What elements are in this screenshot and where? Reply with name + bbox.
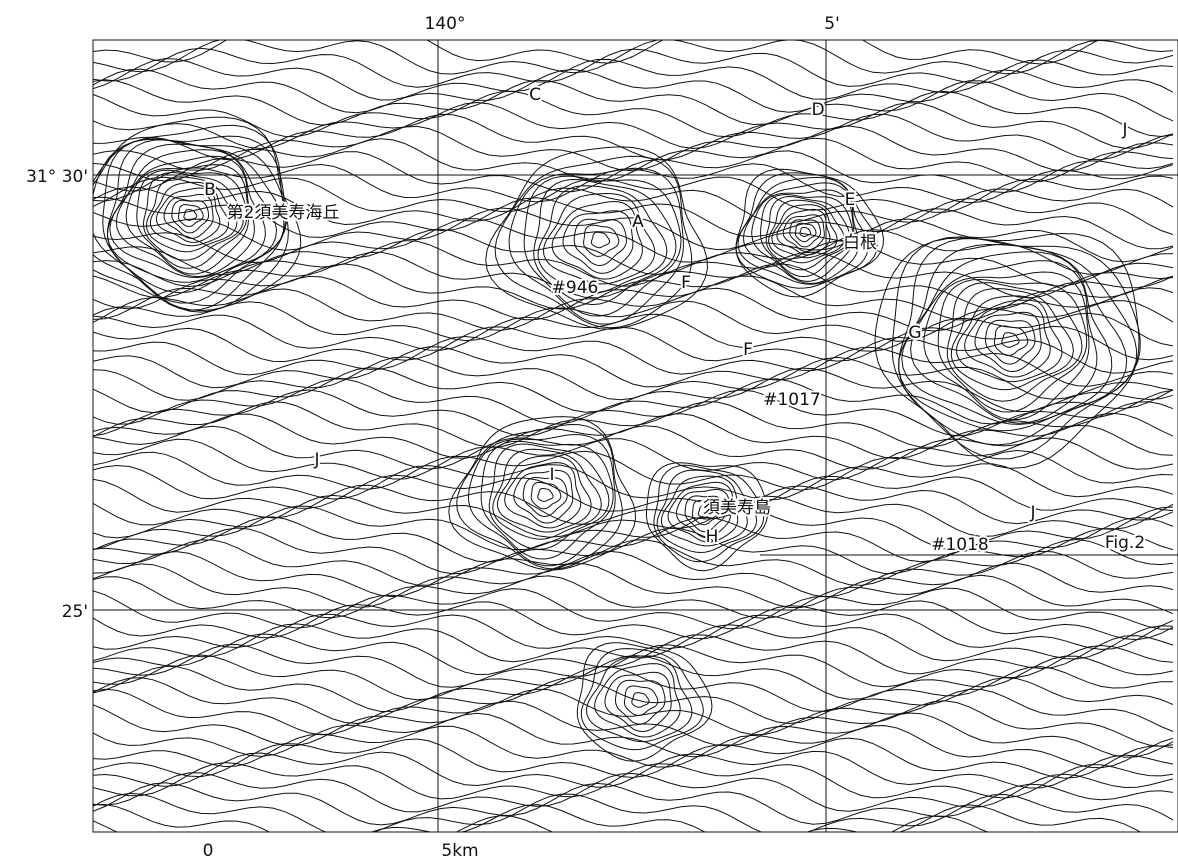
- feature-label: E: [845, 190, 856, 210]
- feature-label: 白根: [843, 233, 877, 253]
- feature-label: Fig.2: [1105, 533, 1145, 553]
- feature-label: H: [706, 527, 719, 547]
- feature-label: G: [908, 323, 921, 343]
- feature-label: #946: [552, 278, 599, 298]
- feature-label: B: [204, 180, 216, 200]
- feature-label: A: [632, 212, 644, 232]
- feature-label: I: [549, 465, 554, 485]
- feature-label: F: [743, 340, 753, 360]
- scale-label: 5km: [441, 841, 478, 861]
- feature-label: D: [811, 100, 824, 120]
- feature-label: 第2須美寿海丘: [227, 203, 340, 223]
- feature-label: #1018: [931, 535, 989, 555]
- scale-label: 0: [203, 841, 214, 861]
- latitude-label: 31° 30': [26, 167, 88, 187]
- feature-label: J: [313, 450, 319, 470]
- feature-label: 須美寿島: [703, 498, 771, 518]
- latitude-label: 25': [62, 602, 88, 622]
- feature-label: F: [681, 273, 691, 293]
- feature-label: #1017: [763, 390, 821, 410]
- longitude-label: 5': [824, 14, 840, 34]
- feature-label: J: [1121, 120, 1127, 140]
- map: 140° 5' 31° 30' 25' 0 5km B 第2須美寿海丘 C D J A E 白…: [0, 0, 1178, 861]
- longitude-label: 140°: [425, 14, 466, 34]
- feature-label: C: [529, 85, 541, 105]
- feature-label: J: [1029, 503, 1035, 523]
